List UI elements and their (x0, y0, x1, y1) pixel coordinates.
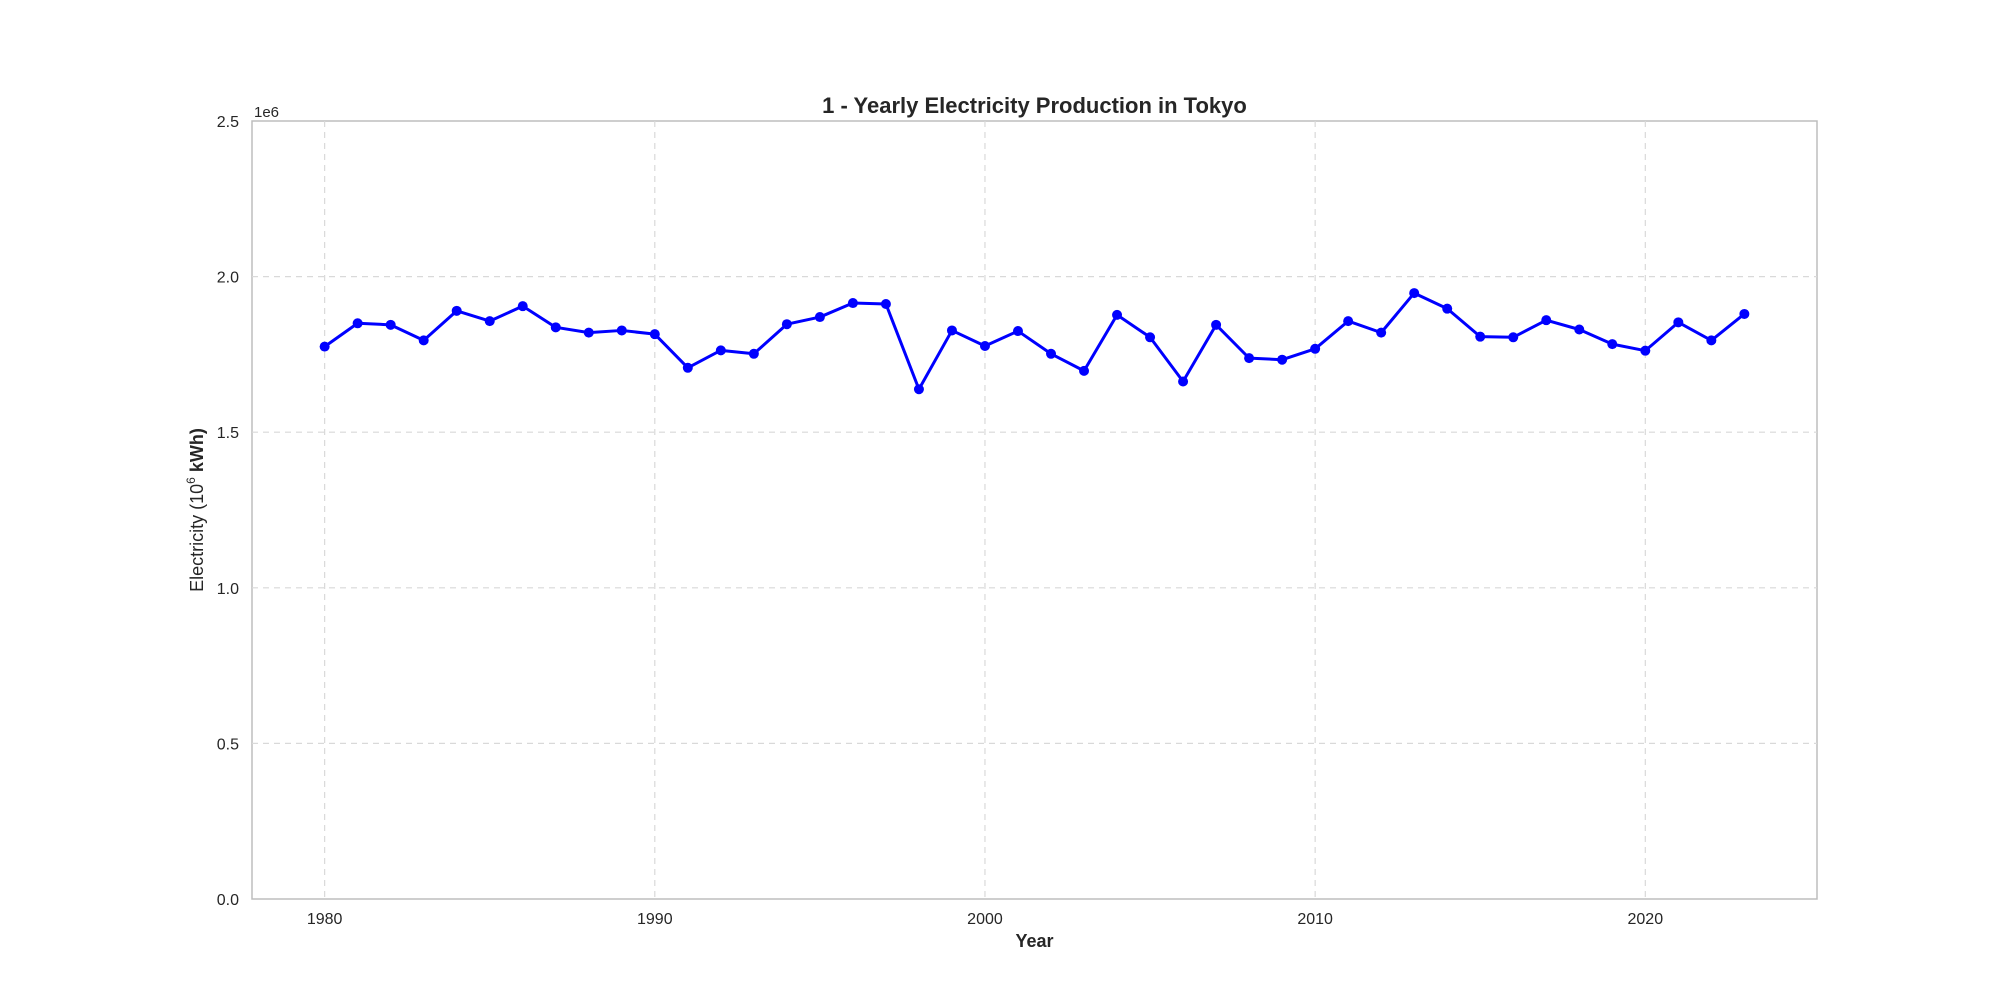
data-point (1607, 339, 1618, 350)
data-point (1310, 343, 1321, 354)
data-point (649, 329, 660, 340)
data-point (1145, 332, 1156, 343)
data-point (1706, 335, 1717, 346)
data-point (1244, 353, 1255, 364)
data-point (1277, 354, 1288, 365)
data-point (880, 298, 891, 309)
series-line (323, 291, 1746, 391)
data-point (1640, 345, 1651, 356)
data-point (1475, 331, 1486, 342)
data-point (781, 319, 792, 330)
data-point (1574, 324, 1585, 335)
y-axis-label-exponent: 6 (184, 477, 198, 484)
data-point (583, 327, 594, 338)
data-point (1442, 303, 1453, 314)
data-point (484, 316, 495, 327)
data-point (715, 345, 726, 356)
data-point (913, 384, 924, 395)
data-point (1541, 315, 1552, 326)
data-point (550, 322, 561, 333)
y-axis-label-unit: kWh) (187, 428, 207, 477)
x-tick-label: 2000 (967, 911, 1003, 928)
y-tick-label: 2.0 (217, 270, 239, 287)
x-tick-label: 2020 (1628, 911, 1664, 928)
data-point (616, 325, 627, 336)
series-layer (319, 288, 1750, 395)
y-axis-offset-label: 1e6 (254, 104, 279, 121)
data-point (748, 348, 759, 359)
y-tick-label: 0.5 (217, 736, 239, 753)
data-point (451, 305, 462, 316)
y-tick-label: 2.5 (217, 114, 239, 131)
data-point (1211, 319, 1222, 330)
data-point (319, 341, 330, 352)
data-point (979, 340, 990, 351)
data-point (1409, 288, 1420, 299)
y-tick-label: 1.5 (217, 425, 239, 442)
x-axis-label: Year (1015, 931, 1053, 951)
x-tick-label: 2010 (1297, 911, 1333, 928)
data-point (946, 325, 957, 336)
grid (252, 121, 1817, 899)
data-point (1079, 365, 1090, 376)
data-point (1376, 327, 1387, 338)
y-tick-label: 1.0 (217, 581, 239, 598)
data-point (1508, 332, 1519, 343)
chart-title: 1 - Yearly Electricity Production in Tok… (822, 93, 1247, 118)
data-point (1178, 376, 1189, 387)
x-tick-label: 1980 (307, 911, 343, 928)
y-axis-label-main: Electricity (10 (187, 484, 207, 592)
data-point (1112, 309, 1123, 320)
data-point (517, 301, 528, 312)
plot-area (251, 120, 1818, 900)
y-axis-label: Electricity (106 kWh) (184, 428, 207, 592)
data-point (352, 318, 363, 329)
data-point (814, 312, 825, 323)
data-point (418, 335, 429, 346)
data-point (385, 319, 396, 330)
x-tick-label: 1990 (637, 911, 673, 928)
x-axis-ticks: 1980 1990 2000 2010 2020 (307, 911, 1663, 928)
y-tick-label: 0.0 (217, 892, 239, 909)
data-point (847, 298, 858, 309)
data-point (682, 362, 693, 373)
data-point (1739, 308, 1750, 319)
data-point (1046, 348, 1057, 359)
data-point (1343, 316, 1354, 327)
data-point (1673, 317, 1684, 328)
data-point (1012, 326, 1023, 337)
y-axis-ticks: 0.0 0.5 1.0 1.5 2.0 2.5 (217, 114, 239, 909)
